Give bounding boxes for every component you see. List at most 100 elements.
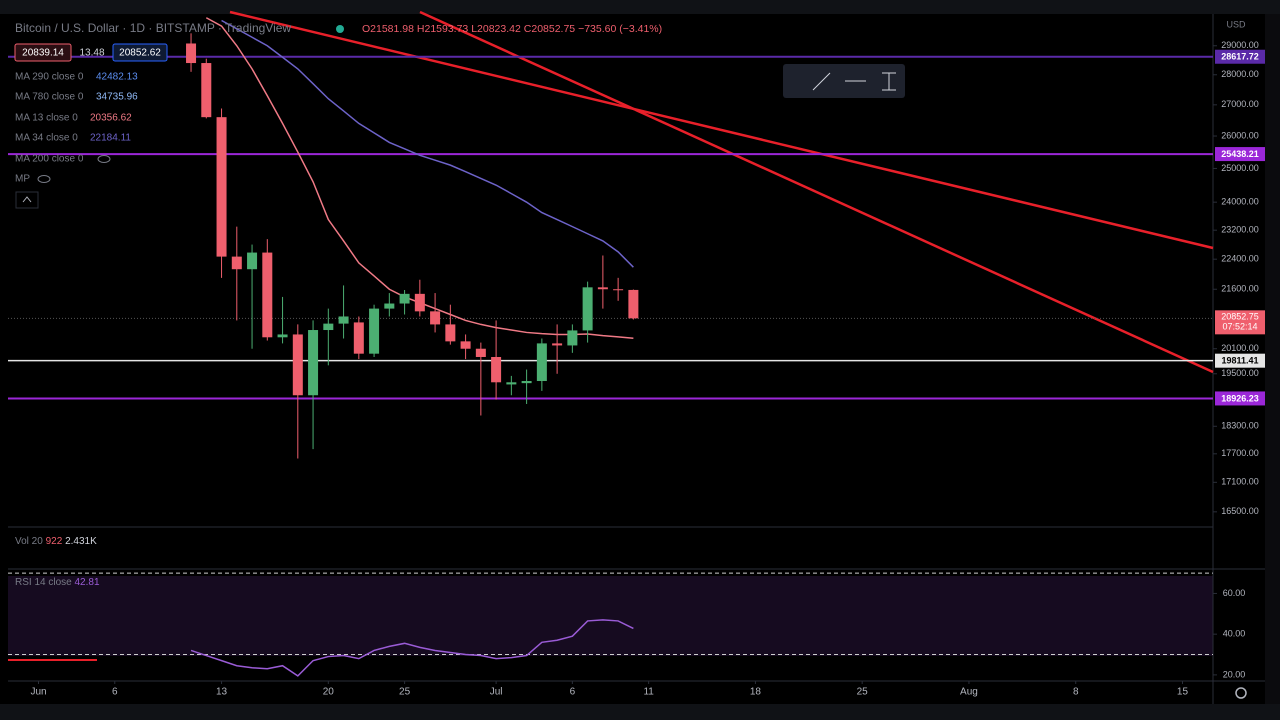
candle-body [567,330,578,346]
y-tick-label: 29000.00 [1221,40,1259,50]
candle-body [216,117,227,257]
candle-body [399,293,410,304]
collapse-button[interactable] [15,191,39,209]
candle-body [536,343,547,382]
rsi-label: RSI 14 close 42.81 [15,577,100,588]
ma-value: 22184.11 [90,133,131,144]
last-price-box [1215,310,1265,335]
ma-name: MA 34 close 0 [15,133,78,144]
ohlc-low: L20823.42 [471,23,521,35]
currency[interactable]: USD [1226,19,1246,29]
moving-average [221,19,634,268]
candle-body [277,334,288,338]
ma-value: 42482.13 [96,72,138,83]
drawing-toolbar [783,64,905,98]
hidden-icon[interactable] [97,155,111,163]
candle-body [628,289,639,319]
settings-icon[interactable] [1235,687,1247,699]
candle-body [353,322,364,354]
x-tick-label: 8 [1073,687,1079,698]
level-label-box [1215,353,1265,368]
x-tick-label: 18 [750,687,762,698]
trend-line[interactable] [229,10,1214,250]
candle-body [475,348,486,357]
y-tick-label: 26000.00 [1221,130,1259,140]
rsi-band-bg [8,576,1213,656]
candle-body [384,303,395,309]
y-tick-label: 25000.00 [1221,163,1259,173]
y-tick-label: 20.00 [1223,669,1246,679]
x-tick-label: 6 [112,687,118,698]
ohlc-high: H21593.73 [417,23,469,35]
hidden-icon[interactable] [37,175,51,183]
candle-body [430,311,441,325]
buy-price[interactable]: 20852.62 [119,48,161,59]
tool-icon[interactable] [882,72,896,91]
level-label: 18926.23 [1221,393,1259,403]
y-tick-label: 18300.00 [1221,421,1259,431]
sell-price[interactable]: 20839.14 [22,48,64,59]
bottom-toolbar [0,704,1280,720]
level-label: 28617.72 [1221,52,1259,62]
x-tick-label: 15 [1177,687,1189,698]
candle-body [262,252,273,338]
y-tick-label: 16500.00 [1221,506,1259,516]
last-price-label: 20852.75 [1221,312,1259,322]
level-label-box [1215,391,1265,406]
candle-body [338,316,349,324]
candle-body [445,324,456,342]
y-tick-label: 17700.00 [1221,448,1259,458]
y-tick-label: 22400.00 [1221,254,1259,264]
candle-body [521,381,532,384]
ohlc-close: C20852.75 [524,23,576,35]
buy-box[interactable] [112,43,168,62]
sell-box[interactable] [14,43,72,62]
y-tick-label: 23200.00 [1221,225,1259,235]
status-dot [336,25,344,33]
candle-body [308,330,319,396]
y-tick-label: 21600.00 [1221,284,1259,294]
x-tick-label: Jun [30,687,46,698]
candle-body [506,382,517,385]
candle-body [231,256,242,270]
candle-body [582,287,593,331]
candle-body [460,341,471,349]
ma-name: MA 13 close 0 [15,113,78,124]
trend-line[interactable] [419,10,1214,374]
rsi-line [190,619,634,677]
y-tick-label: 28000.00 [1221,69,1259,79]
tool-icon[interactable] [812,72,831,91]
volume-name: Vol 20 [15,536,43,547]
symbol-title: Bitcoin / U.S. Dollar · 1D · BITSTAMP · … [15,21,291,35]
x-tick-label: 20 [323,687,335,698]
x-tick-label: 13 [216,687,228,698]
x-tick-label: 25 [399,687,411,698]
ohlc-change: −735.60 (−3.41%) [578,23,662,35]
level-label-box [1215,49,1265,64]
collapse-icon [22,196,32,203]
rsi-value: 42.81 [74,577,99,588]
ma-name: MA 780 close 0 [15,92,84,103]
y-tick-label: 19500.00 [1221,368,1259,378]
candle-body [369,308,380,354]
y-tick-label: 17100.00 [1221,477,1259,487]
x-tick-label: Aug [960,687,978,698]
rsi-name: RSI 14 close [15,577,72,588]
level-label: 25438.21 [1221,149,1259,159]
ma-name: MA 290 close 0 [15,72,84,83]
candle-body [597,287,608,290]
ma-value: 34735.96 [96,92,138,103]
x-tick-label: 25 [857,687,869,698]
candle-body [491,356,502,383]
volume-value: 2.431K [65,536,97,547]
plot: 29000.00 28000.00 27000.00 26000.00 25000.00… [8,17,1265,698]
candle-body [323,323,334,331]
spread: 13.48 [79,48,104,59]
ma-name: MA 200 close 0 [15,154,84,165]
ohlc-header: O21581.98 H21593.73 L20823.42 C20852.75 … [362,23,662,35]
y-tick-label: 27000.00 [1221,99,1259,109]
candle-body [186,43,197,64]
y-tick-label: 40.00 [1223,629,1246,639]
